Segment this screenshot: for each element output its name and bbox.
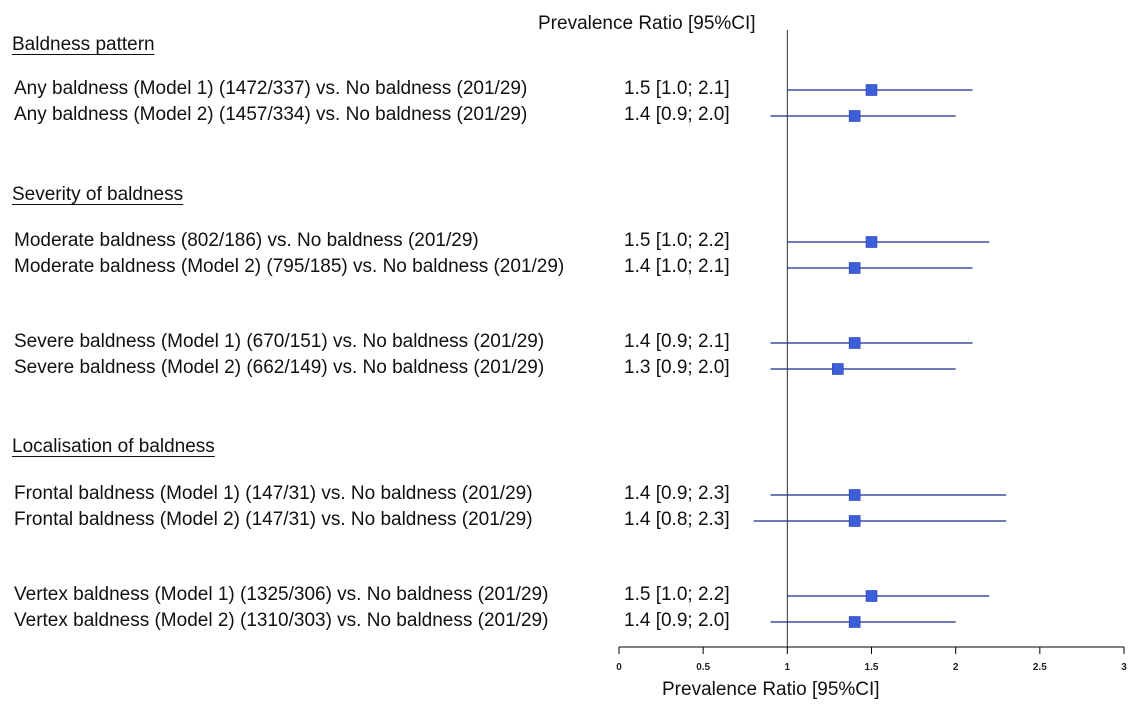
row-label: Frontal baldness (Model 2) (147/31) vs. …: [14, 509, 533, 530]
row-ci-text: 1.4 [1.0; 2.1]: [624, 256, 730, 277]
row-label: Moderate baldness (802/186) vs. No baldn…: [14, 230, 479, 251]
row-ci-text: 1.5 [1.0; 2.1]: [624, 78, 730, 99]
row-label: Frontal baldness (Model 1) (147/31) vs. …: [14, 483, 533, 504]
row-label: Any baldness (Model 2) (1457/334) vs. No…: [14, 104, 528, 125]
x-tick-label: 0.5: [696, 662, 710, 673]
row-ci-text: 1.4 [0.9; 2.3]: [624, 483, 730, 504]
point-estimate-marker: [865, 84, 878, 96]
row-ci-text: 1.5 [1.0; 2.2]: [624, 230, 730, 251]
point-estimate-marker: [848, 489, 861, 501]
point-estimate-marker: [865, 236, 878, 248]
row-ci-text: 1.4 [0.9; 2.1]: [624, 331, 730, 352]
x-tick-label: 1: [785, 662, 791, 673]
row-label: Vertex baldness (Model 2) (1310/303) vs.…: [14, 610, 549, 631]
point-estimate-marker: [832, 363, 844, 375]
section-heading-severity: Severity of baldness: [12, 184, 184, 205]
row-label: Any baldness (Model 1) (1472/337) vs. No…: [14, 78, 528, 99]
x-tick-label: 1.5: [865, 662, 879, 673]
point-estimate-marker: [848, 616, 861, 628]
row-ci-text: 1.5 [1.0; 2.2]: [624, 584, 730, 605]
row-ci-text: 1.4 [0.9; 2.0]: [624, 610, 730, 631]
row-ci-text: 1.4 [0.9; 2.0]: [624, 104, 730, 125]
row-label: Severe baldness (Model 2) (662/149) vs. …: [14, 357, 545, 378]
point-estimate-marker: [848, 515, 861, 527]
section-heading-localisation: Localisation of baldness: [12, 436, 215, 457]
point-estimate-marker: [848, 337, 861, 349]
x-tick-label: 0: [616, 662, 622, 673]
row-label: Severe baldness (Model 1) (670/151) vs. …: [14, 331, 545, 352]
row-ci-text: 1.4 [0.8; 2.3]: [624, 509, 730, 530]
x-tick-label: 3: [1121, 662, 1127, 673]
row-ci-text: 1.3 [0.9; 2.0]: [624, 357, 730, 378]
section-heading-baldness-pattern: Baldness pattern: [12, 34, 155, 55]
chart-title: Prevalence Ratio [95%CI]: [538, 13, 756, 34]
point-estimate-marker: [848, 110, 861, 122]
x-tick-label: 2.5: [1033, 662, 1047, 673]
point-estimate-marker: [865, 590, 878, 602]
x-tick-label: 2: [953, 662, 959, 673]
row-label: Vertex baldness (Model 1) (1325/306) vs.…: [14, 584, 549, 605]
row-label: Moderate baldness (Model 2) (795/185) vs…: [14, 256, 565, 277]
point-estimate-marker: [848, 262, 861, 274]
x-axis-title: Prevalence Ratio [95%CI]: [662, 679, 880, 700]
